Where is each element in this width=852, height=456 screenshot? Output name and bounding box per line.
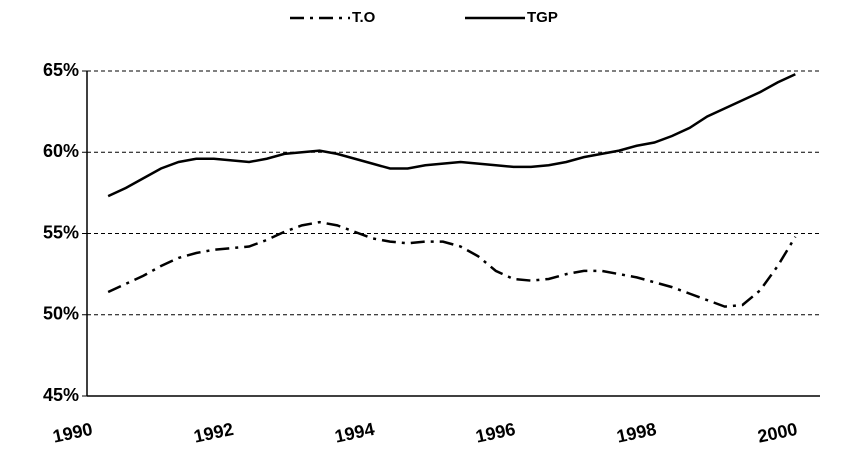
legend-label: TGP bbox=[527, 9, 558, 26]
x-tick-label: 1992 bbox=[192, 419, 235, 447]
y-tick-label: 65% bbox=[43, 60, 79, 80]
x-tick-label: 1990 bbox=[51, 419, 94, 447]
x-tick-label: 1994 bbox=[333, 419, 376, 447]
y-tick-label: 45% bbox=[43, 385, 79, 405]
series-line bbox=[107, 73, 796, 198]
y-tick-label: 50% bbox=[43, 304, 79, 324]
y-tick-label: 55% bbox=[43, 222, 79, 242]
y-tick-label: 60% bbox=[43, 141, 79, 161]
x-tick-label: 1996 bbox=[474, 419, 517, 447]
series-line bbox=[107, 220, 797, 308]
x-tick-label: 2000 bbox=[756, 419, 799, 447]
x-tick-label: 1998 bbox=[615, 419, 658, 447]
legend-label: T.O bbox=[352, 9, 376, 26]
